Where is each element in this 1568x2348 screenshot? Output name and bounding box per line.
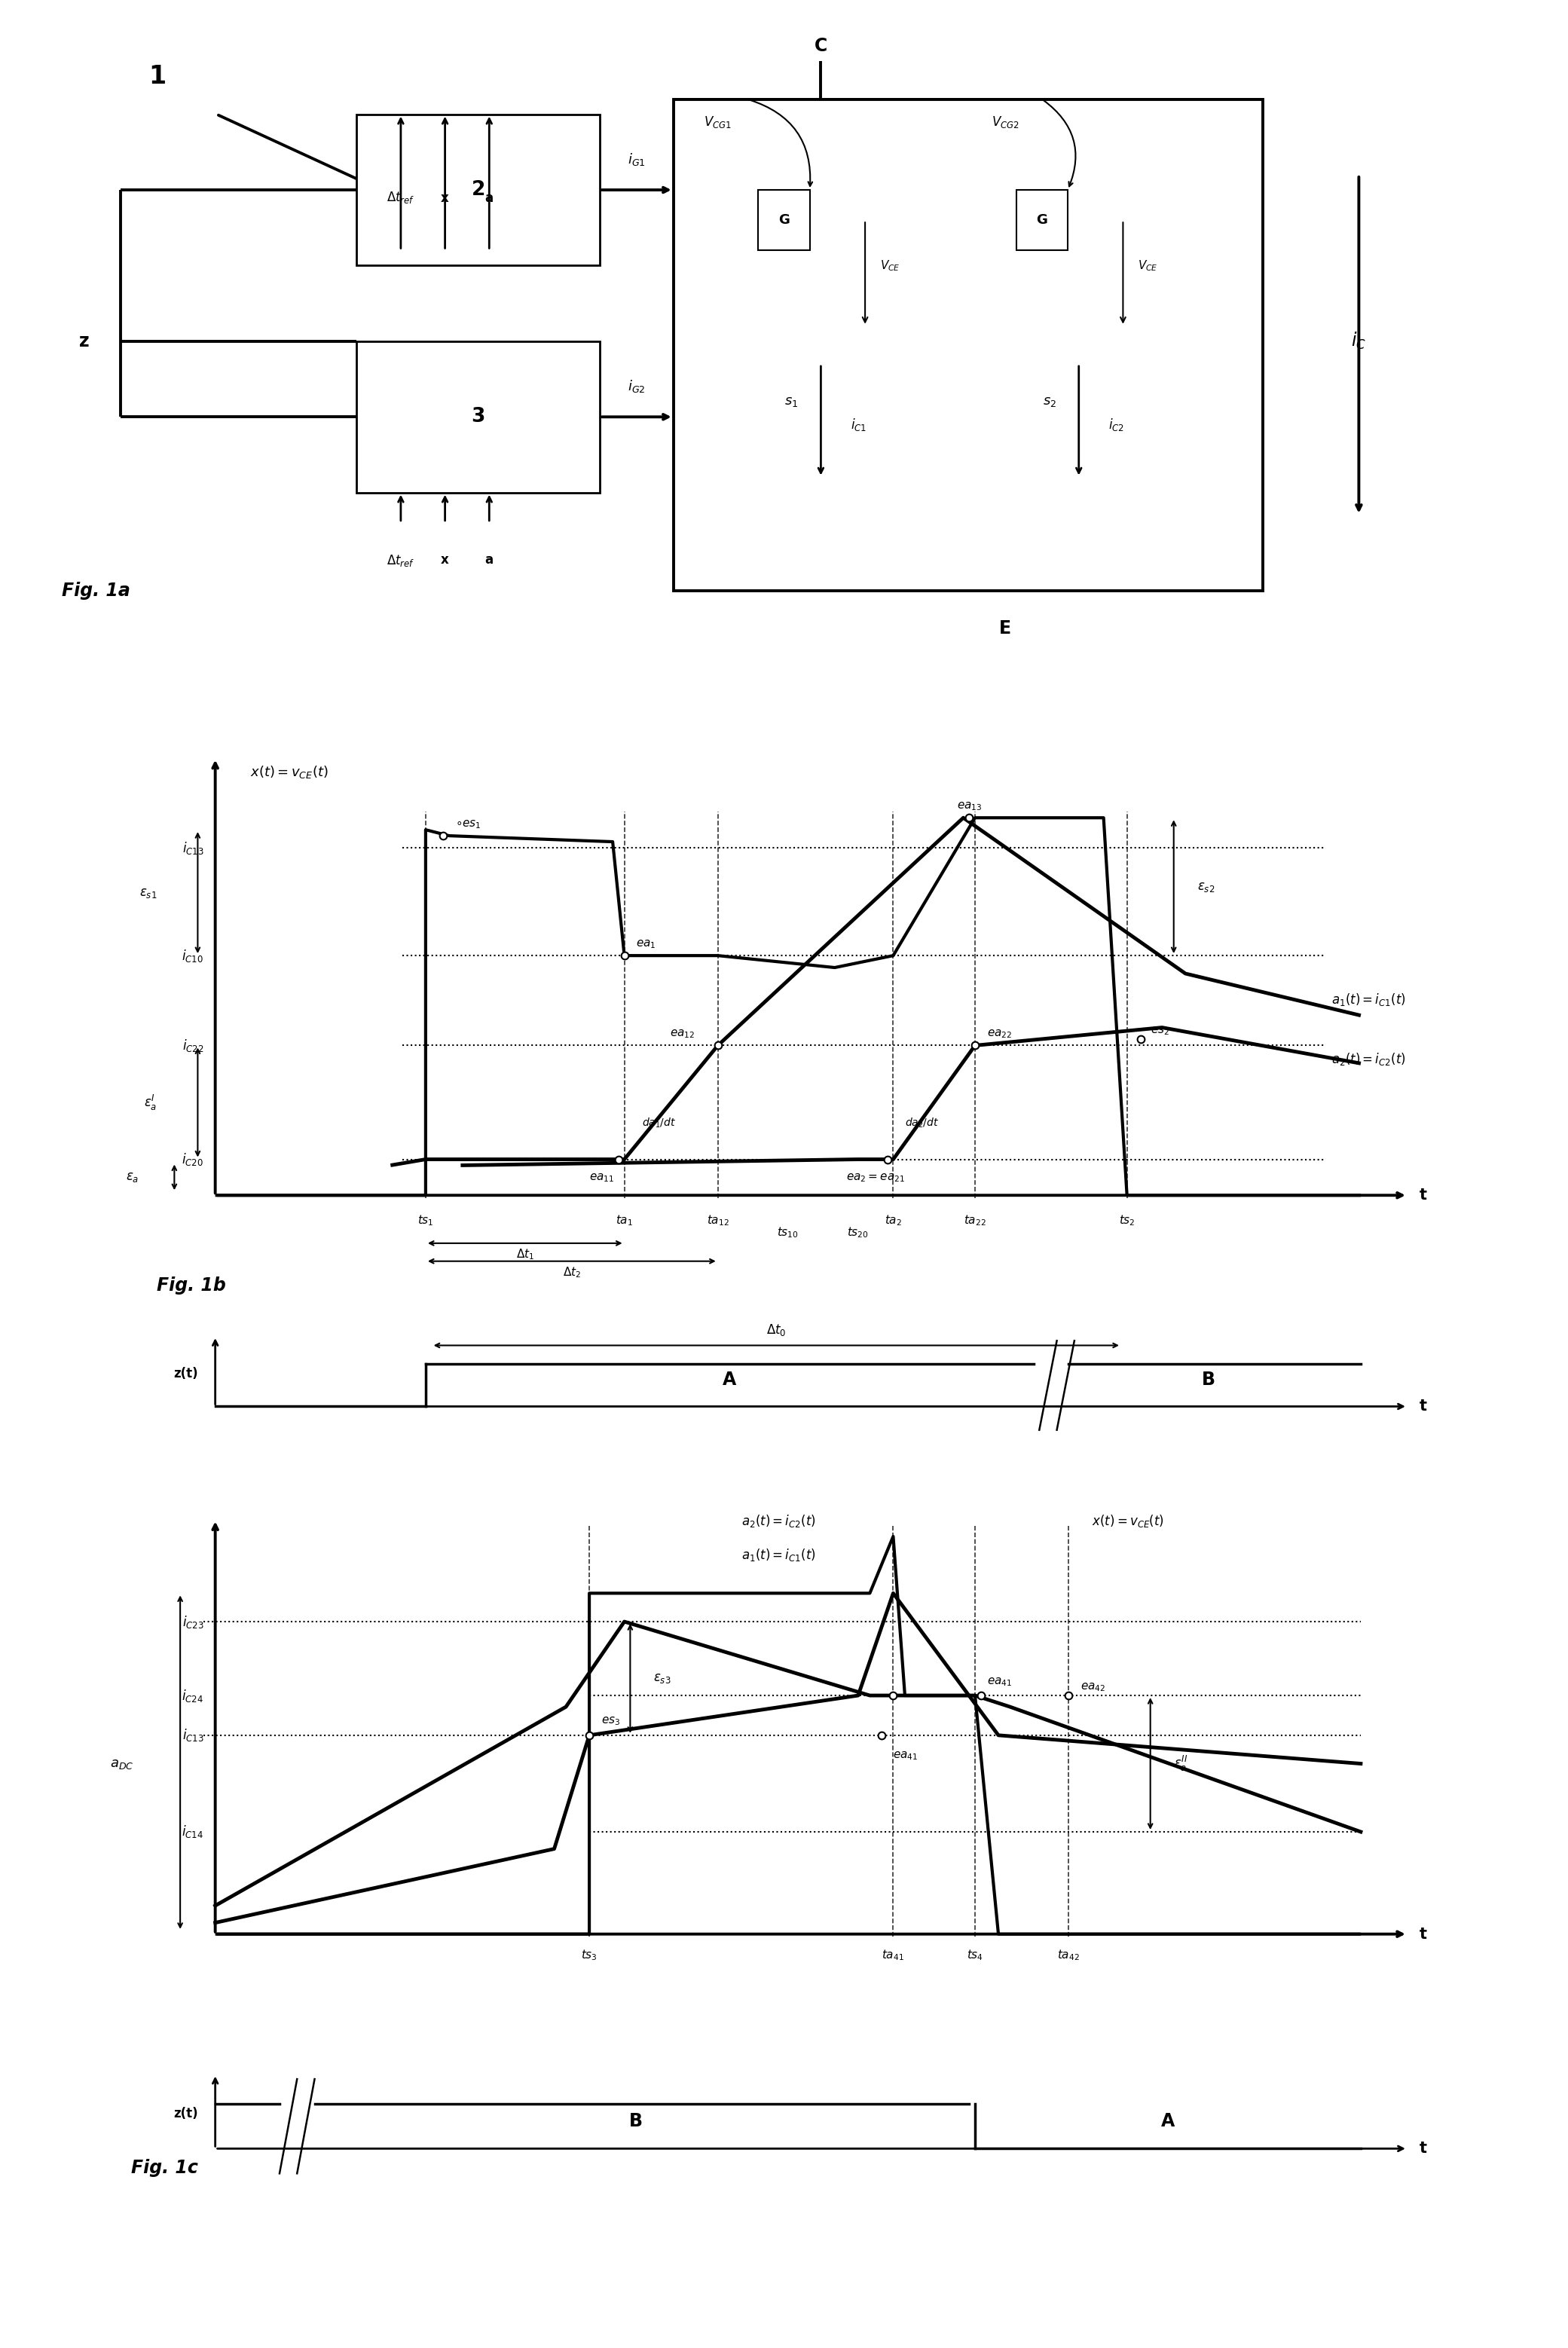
Text: B: B <box>1203 1371 1215 1390</box>
Text: $\Delta t_2$: $\Delta t_2$ <box>563 1266 580 1280</box>
Text: $\Delta t_1$: $\Delta t_1$ <box>516 1247 535 1261</box>
Text: $i_{C2}$: $i_{C2}$ <box>1109 416 1124 432</box>
Text: Fig. 1b: Fig. 1b <box>157 1277 226 1296</box>
Text: $a_1(t) = i_{C1}(t)$: $a_1(t) = i_{C1}(t)$ <box>742 1547 815 1564</box>
Text: 1: 1 <box>149 63 166 89</box>
Text: $ts_1$: $ts_1$ <box>417 1214 434 1228</box>
Text: $\varepsilon_{s1}$: $\varepsilon_{s1}$ <box>140 885 157 899</box>
Text: $ta_1$: $ta_1$ <box>616 1214 633 1228</box>
Bar <box>674 99 1264 592</box>
Text: $da_2/dt$: $da_2/dt$ <box>905 1118 939 1129</box>
Text: B: B <box>629 2111 643 2130</box>
Text: $da_1/dt$: $da_1/dt$ <box>641 1118 676 1129</box>
Text: $ta_{41}$: $ta_{41}$ <box>881 1949 905 1963</box>
Text: Fig. 1c: Fig. 1c <box>130 2160 198 2177</box>
Text: 2: 2 <box>472 181 485 200</box>
Text: $i_{C14}$: $i_{C14}$ <box>182 1824 204 1841</box>
Text: a: a <box>485 554 494 566</box>
Text: A: A <box>723 1371 737 1390</box>
Text: $ts_{10}$: $ts_{10}$ <box>778 1226 798 1240</box>
Text: Fig. 1a: Fig. 1a <box>61 582 130 601</box>
Text: a: a <box>485 193 494 204</box>
Text: $ea_{41}$: $ea_{41}$ <box>894 1749 919 1761</box>
Text: $\varepsilon_a^{II}$: $\varepsilon_a^{II}$ <box>1174 1754 1187 1773</box>
Text: $i_{C20}$: $i_{C20}$ <box>182 1151 204 1167</box>
Text: $ea_{13}$: $ea_{13}$ <box>956 801 982 812</box>
Text: $\circ es_1$: $\circ es_1$ <box>455 819 481 831</box>
Text: $ea_1$: $ea_1$ <box>637 939 655 951</box>
Text: $i_{G2}$: $i_{G2}$ <box>627 378 646 394</box>
Text: $\Delta t_{ref}$: $\Delta t_{ref}$ <box>387 554 416 568</box>
Text: t: t <box>1419 1188 1427 1202</box>
Text: $\varepsilon_a^I$: $\varepsilon_a^I$ <box>144 1092 157 1113</box>
Text: x: x <box>441 554 448 566</box>
Text: $a_2(t) = i_{C2}(t)$: $a_2(t) = i_{C2}(t)$ <box>742 1512 815 1529</box>
Text: 3: 3 <box>472 406 485 427</box>
Text: C: C <box>814 38 828 56</box>
Text: $x(t) = v_{CE}(t)$: $x(t) = v_{CE}(t)$ <box>251 763 328 780</box>
Text: $ts_2$: $ts_2$ <box>1120 1214 1135 1228</box>
Text: $a_{DC}$: $a_{DC}$ <box>110 1756 133 1770</box>
Text: $V_{CE}$: $V_{CE}$ <box>880 258 900 272</box>
Bar <box>356 115 601 265</box>
Text: G: G <box>1036 214 1047 228</box>
Text: $i_{C24}$: $i_{C24}$ <box>182 1688 204 1702</box>
Text: $i_C$: $i_C$ <box>1352 331 1366 352</box>
Text: $ts_4$: $ts_4$ <box>967 1949 983 1963</box>
Text: $\varepsilon_a$: $\varepsilon_a$ <box>125 1172 140 1183</box>
Text: G: G <box>778 214 790 228</box>
Text: $ea_{22}$: $ea_{22}$ <box>986 1028 1011 1040</box>
Text: $\Delta t_0$: $\Delta t_0$ <box>767 1322 786 1338</box>
Text: $i_{G1}$: $i_{G1}$ <box>627 150 646 167</box>
Bar <box>356 340 601 493</box>
Text: $V_{CG1}$: $V_{CG1}$ <box>704 115 732 129</box>
Text: $a_1(t) = i_{C1}(t)$: $a_1(t) = i_{C1}(t)$ <box>1331 991 1406 1007</box>
Bar <box>1016 190 1068 251</box>
Text: $i_{C23}$: $i_{C23}$ <box>182 1613 204 1630</box>
Text: $es_2$: $es_2$ <box>1151 1026 1170 1038</box>
Text: x: x <box>441 193 448 204</box>
Text: $s_1$: $s_1$ <box>784 394 798 409</box>
Text: $ea_{41}$: $ea_{41}$ <box>986 1676 1011 1688</box>
Text: z: z <box>78 331 89 350</box>
Text: $a_2(t) = i_{C2}(t)$: $a_2(t) = i_{C2}(t)$ <box>1331 1052 1406 1068</box>
Text: $ta_{42}$: $ta_{42}$ <box>1057 1949 1080 1963</box>
Text: t: t <box>1419 1928 1427 1942</box>
Text: $i_{C10}$: $i_{C10}$ <box>182 949 204 963</box>
Text: $ts_3$: $ts_3$ <box>582 1949 597 1963</box>
Text: $i_{C13}$: $i_{C13}$ <box>182 1728 204 1742</box>
Text: $i_{C13}$: $i_{C13}$ <box>182 841 204 855</box>
Text: $x(t) = v_{CE}(t)$: $x(t) = v_{CE}(t)$ <box>1091 1512 1165 1529</box>
Text: $V_{CE}$: $V_{CE}$ <box>1138 258 1157 272</box>
Text: $ea_2=ea_{21}$: $ea_2=ea_{21}$ <box>847 1172 905 1183</box>
Text: $ea_{42}$: $ea_{42}$ <box>1080 1681 1105 1693</box>
Text: $ts_{20}$: $ts_{20}$ <box>847 1226 869 1240</box>
Text: t: t <box>1419 2141 1427 2155</box>
Text: $ta_{12}$: $ta_{12}$ <box>707 1214 729 1228</box>
Text: t: t <box>1419 1399 1427 1413</box>
Text: $s_2$: $s_2$ <box>1043 394 1057 409</box>
Text: A: A <box>1160 2111 1174 2130</box>
Text: $ea_{12}$: $ea_{12}$ <box>670 1028 695 1040</box>
Text: $\varepsilon_{s3}$: $\varepsilon_{s3}$ <box>654 1672 671 1686</box>
Text: E: E <box>999 620 1011 639</box>
Bar <box>759 190 809 251</box>
Text: $V_{CG2}$: $V_{CG2}$ <box>991 115 1019 129</box>
Text: $\Delta t_{ref}$: $\Delta t_{ref}$ <box>387 190 416 204</box>
Text: $es_3$: $es_3$ <box>601 1716 619 1728</box>
Text: $\varepsilon_{s2}$: $\varepsilon_{s2}$ <box>1196 880 1215 895</box>
Text: z(t): z(t) <box>172 1367 198 1381</box>
Text: $i_{C22}$: $i_{C22}$ <box>182 1038 204 1054</box>
Text: $i_{C1}$: $i_{C1}$ <box>850 416 866 432</box>
Text: $ea_{11}$: $ea_{11}$ <box>590 1172 615 1183</box>
Text: $ta_{22}$: $ta_{22}$ <box>964 1214 986 1228</box>
Text: $ta_2$: $ta_2$ <box>884 1214 902 1228</box>
Text: z(t): z(t) <box>172 2106 198 2120</box>
